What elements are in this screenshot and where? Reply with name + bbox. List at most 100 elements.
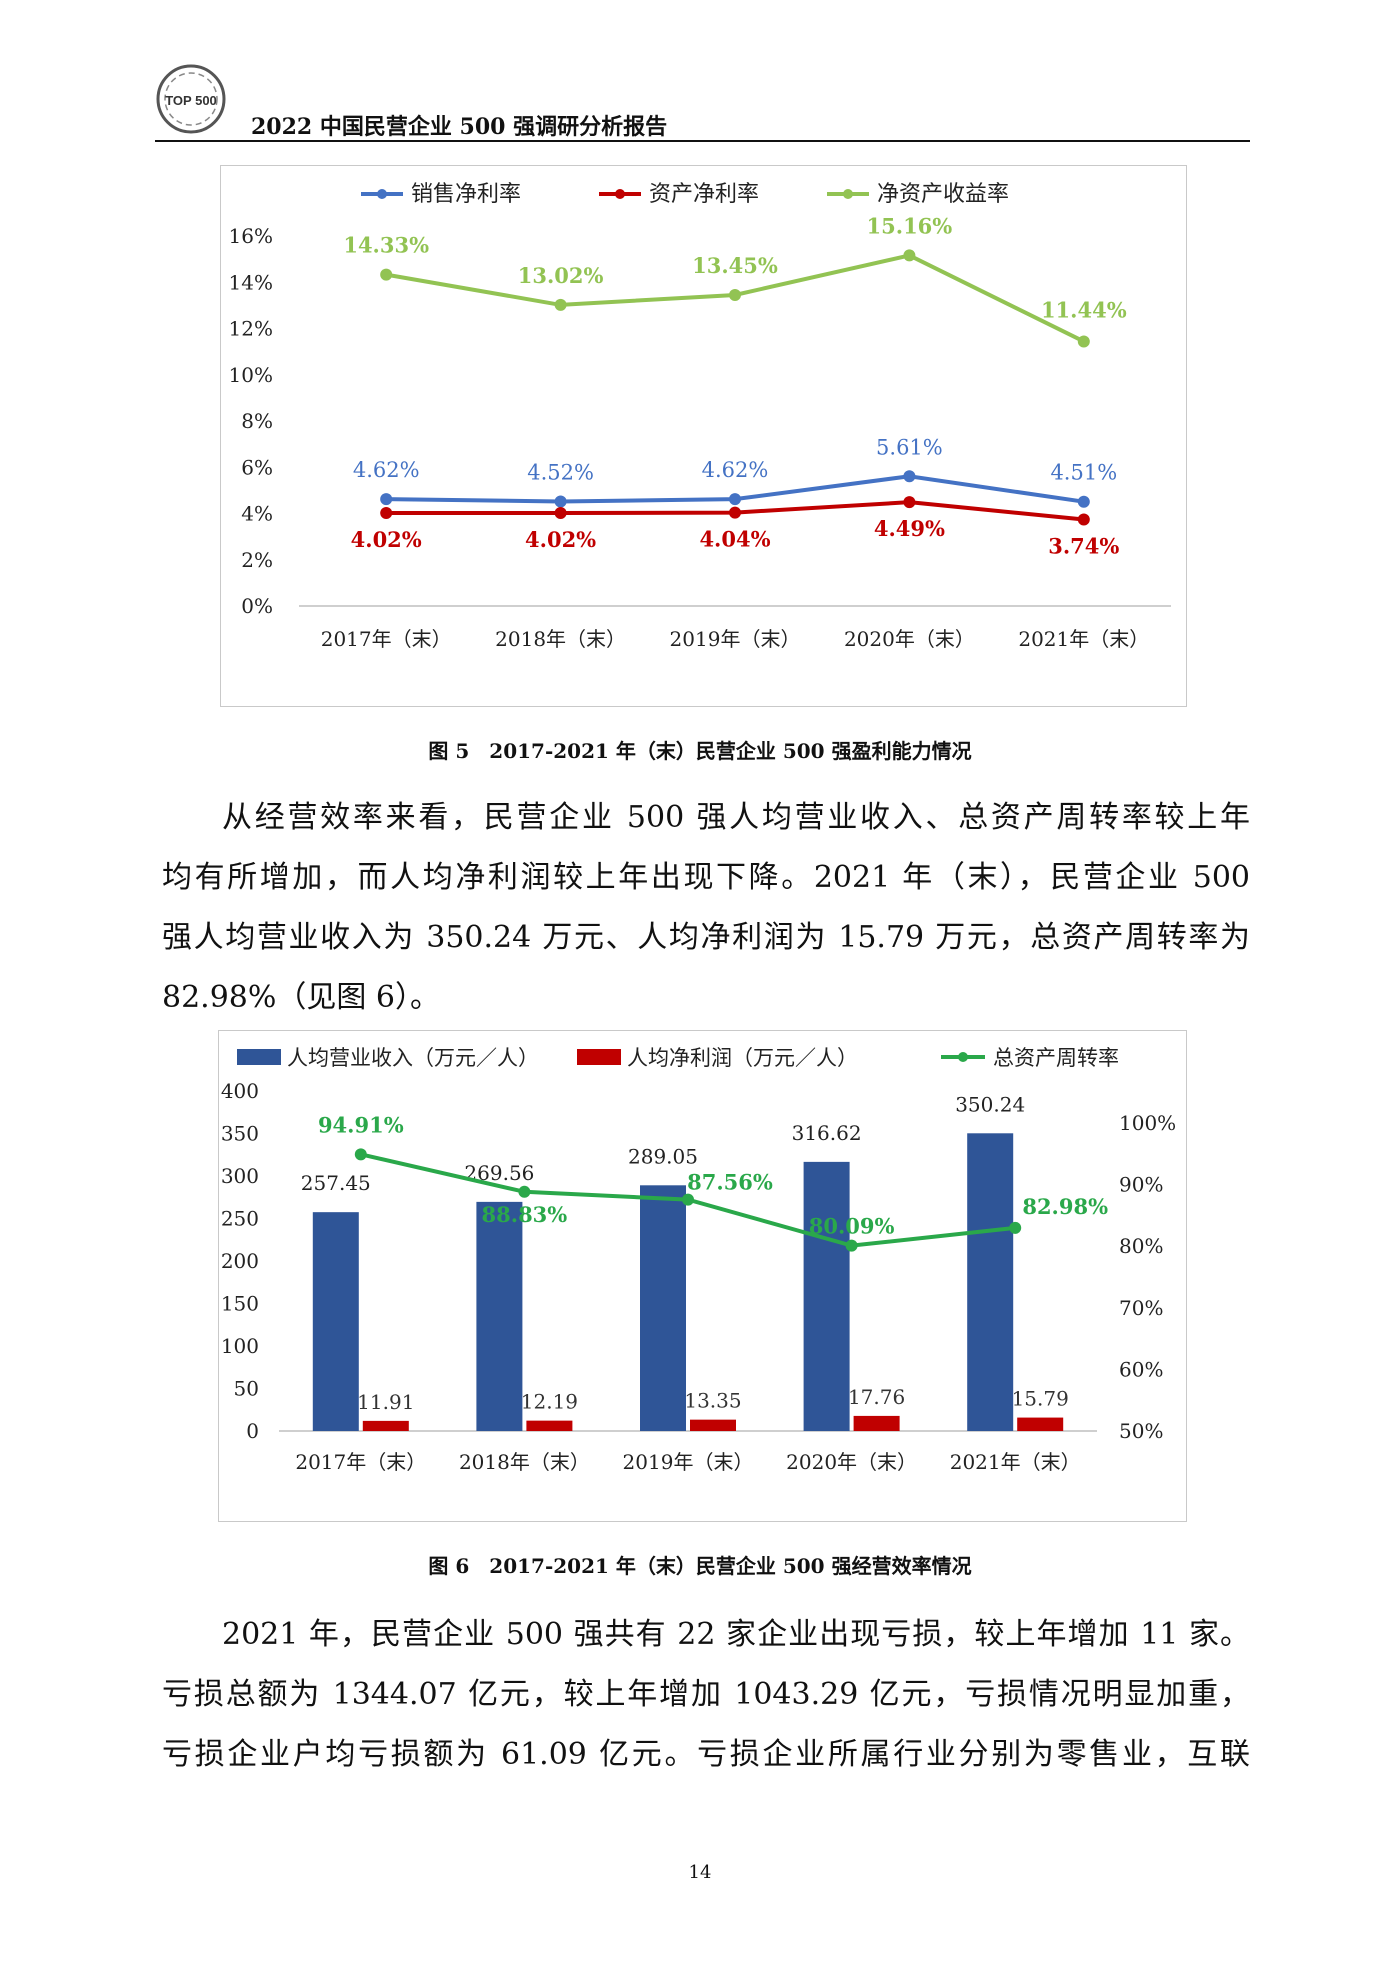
header-rule [155,140,1250,142]
y-tick-label: 250 [221,1207,259,1231]
bar-profit [362,1420,409,1431]
y-tick-label: 50 [234,1377,259,1401]
data-point [554,298,567,311]
data-point [1077,513,1090,526]
bar-revenue [476,1201,523,1431]
figure5-chart: 0% 2% 4% 6% 8% 10% 12% 14% 16% 2017年（末） 2018年（末） 20… [220,165,1187,707]
x-tick-label: 2018年（末） [495,627,626,651]
paragraph-2-line: 亏损总额为 1344.07 亿元，较上年增加 1043.29 亿元，亏损情况明显… [162,1677,1250,1712]
bar-profit [1017,1417,1064,1431]
x-tick-label: 2019年（末） [670,627,801,651]
data-label: 4.51% [1050,461,1117,485]
y2-tick-label: 70% [1119,1296,1163,1320]
y2-tick-label: 100% [1119,1111,1176,1135]
data-point [1077,335,1090,348]
legend-marker [615,189,625,199]
bar-profit [526,1420,573,1431]
x-tick-label: 2020年（末） [844,627,975,651]
y-tick-label: 4% [241,502,273,526]
bar-revenue [312,1212,359,1431]
data-point [845,1239,858,1252]
bar-label: 12.19 [521,1390,578,1414]
x-tick-label: 2020年（末） [786,1450,917,1474]
data-label: 3.74% [1048,534,1119,559]
data-label: 87.56% [687,1170,773,1195]
y-tick-label: 100 [221,1334,259,1358]
bar-label: 316.62 [792,1121,862,1145]
data-point [380,507,393,520]
bar-label: 17.76 [848,1385,905,1409]
paragraph-1-line: 82.98%（见图 6）。 [162,980,441,1015]
y-tick-label: 8% [241,409,273,433]
paragraph-2: 2021 年，民营企业 500 强共有 22 家企业出现亏损，较上年增加 11 … [162,1605,1250,1785]
data-label: 4.02% [525,527,596,552]
paragraph-1: 从经营效率来看，民营企业 500 强人均营业收入、总资产周转率较上年 均有所增加… [162,788,1250,1028]
legend-swatch [577,1049,621,1065]
data-label: 15.16% [867,213,953,238]
x-tick-label: 2017年（末） [321,627,452,651]
data-label: 13.45% [692,253,778,278]
bar-label: 11.91 [357,1390,414,1414]
y2-tick-label: 60% [1119,1357,1163,1381]
data-label: 5.61% [876,435,943,459]
data-point [729,506,741,519]
y-tick-label: 200 [221,1249,259,1273]
paragraph-1-line: 从经营效率来看，民营企业 500 强人均营业收入、总资产周转率较上年 [222,800,1250,835]
data-label: 4.62% [353,458,420,482]
y-tick-label: 2% [241,548,273,572]
y2-tick-label: 80% [1119,1234,1163,1258]
data-label: 4.04% [699,527,770,552]
legend-marker [843,189,853,199]
bar-label: 13.35 [684,1389,741,1413]
y-tick-label: 150 [221,1292,259,1316]
y-tick-label: 14% [229,270,273,294]
data-label: 4.52% [527,460,594,484]
data-point [729,288,741,301]
data-label: 4.62% [702,458,769,482]
data-label: 13.02% [518,263,604,288]
y-tick-label: 300 [221,1164,259,1188]
legend-label: 总资产周转率 [993,1046,1119,1070]
legend-label: 人均营业收入（万元／人） [287,1046,539,1070]
bar-label: 257.45 [301,1171,371,1195]
data-label: 4.49% [874,516,945,541]
page-header: TOP 500 2022 中国民营企业 500 强调研分析报告 [155,45,1250,145]
data-label: 14.33% [343,233,429,258]
figure6-svg: 0 50 100 150 200 250 300 350 400 50% 60% 70% 80% 90% 1… [221,1046,1176,1474]
header-title: 2022 中国民营企业 500 强调研分析报告 [251,114,668,140]
y-tick-label: 0% [241,594,273,618]
y-tick-label: 350 [221,1122,259,1146]
bar-profit [853,1415,900,1431]
figure6-chart: 0 50 100 150 200 250 300 350 400 50% 60% 70% 80% 90% 1… [218,1030,1187,1522]
figure6-caption: 图 6 2017-2021 年（末）民营企业 500 强经营效率情况 [428,1554,972,1578]
x-tick-label: 2019年（末） [623,1450,754,1474]
bar-revenue [640,1185,686,1431]
bar-label: 350.24 [955,1092,1025,1116]
legend-swatch [237,1049,281,1065]
y2-tick-label: 50% [1119,1419,1163,1443]
paragraph-1-line: 均有所增加，而人均净利润较上年出现下降。2021 年（末），民营企业 500 [162,860,1250,895]
figure5-svg: 0% 2% 4% 6% 8% 10% 12% 14% 16% 2017年（末） 2018年（末） 20… [229,182,1171,651]
bar-revenue [803,1161,850,1431]
data-point [518,1185,531,1198]
page-number: 14 [688,1862,712,1883]
paragraph-2-line: 2021 年，民营企业 500 强共有 22 家企业出现亏损，较上年增加 11 … [222,1617,1250,1652]
data-label: 88.83% [482,1202,568,1227]
y2-tick-label: 90% [1119,1173,1163,1197]
x-tick-label: 2018年（末） [459,1450,590,1474]
data-label: 80.09% [809,1214,895,1239]
legend-label: 人均净利润（万元／人） [627,1046,858,1070]
logo-text: TOP 500 [165,93,217,108]
y-tick-label: 0 [246,1419,259,1443]
legend-label: 资产净利率 [649,182,759,207]
data-label: 4.02% [351,527,422,552]
x-tick-label: 2017年（末） [295,1450,426,1474]
data-point [1077,495,1090,508]
data-point [903,496,916,509]
data-point [554,507,567,520]
bar-revenue [967,1133,1014,1431]
legend-label: 净资产收益率 [877,182,1009,207]
data-point [380,493,393,506]
bar-label: 15.79 [1012,1387,1069,1411]
legend-marker [377,189,387,199]
